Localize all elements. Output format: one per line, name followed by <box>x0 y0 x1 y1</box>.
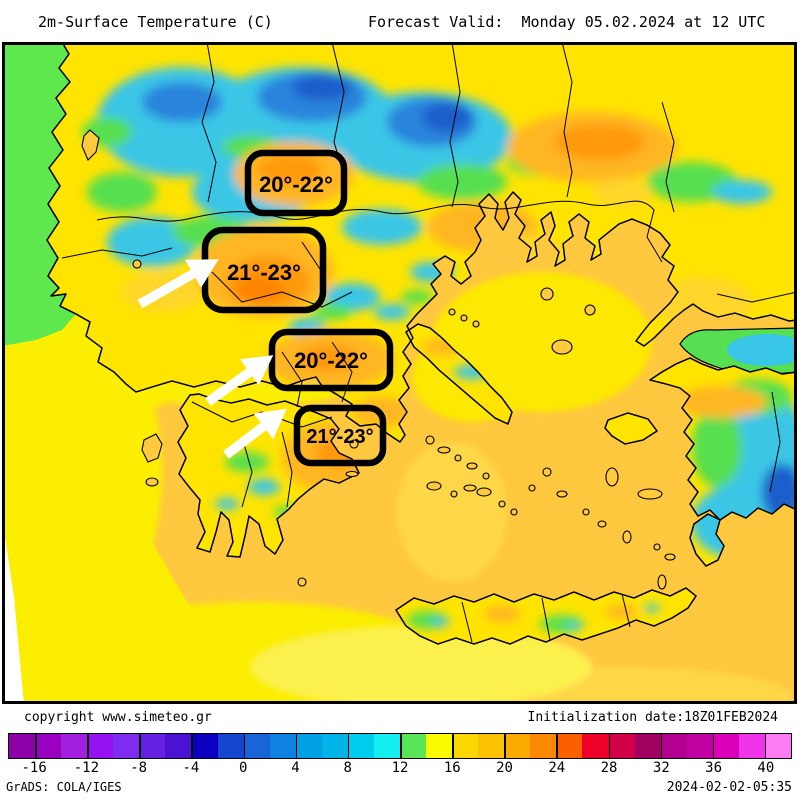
colorbar-segment <box>139 734 166 758</box>
colorbar-divider <box>608 734 611 758</box>
flow-arrow-icon-2 <box>205 355 274 406</box>
map-frame <box>2 42 797 704</box>
page-title: 2m-Surface Temperature (C) <box>38 13 273 31</box>
colorbar-tick-label: 0 <box>238 760 248 776</box>
colorbar-segment <box>347 734 374 758</box>
colorbar-segment <box>764 734 791 758</box>
colorbar-divider <box>243 734 246 758</box>
colorbar-divider <box>660 734 663 758</box>
colorbar-segment <box>243 734 270 758</box>
colorbar-segment <box>426 734 453 758</box>
temperature-annotations: 20°-22° 21°-23° 20°-22° 21°-23° <box>201 149 394 467</box>
colorbar-segment <box>269 734 296 758</box>
colorbar-segment <box>113 734 140 758</box>
temperature-map-canvas: 20°-22° 21°-23° 20°-22° 21°-23° <box>0 41 798 727</box>
colorbar-tick-label: -4 <box>182 760 200 776</box>
annotation-box-4 <box>293 404 387 467</box>
country-borders <box>61 41 798 643</box>
colorbar-tick-label: 40 <box>757 760 775 776</box>
colorbar-segment <box>634 734 661 758</box>
colorbar-tick-label: 36 <box>705 760 723 776</box>
colorbar-divider <box>191 734 193 758</box>
colorbar-segment <box>686 734 713 758</box>
colorbar-segment <box>452 734 479 758</box>
colorbar-segment <box>712 734 739 758</box>
initialization-date: Initialization date:18Z01FEB2024 <box>527 710 778 725</box>
copyright-text: copyright www.simeteo.gr <box>24 710 212 725</box>
colorbar-tick-label: -16 <box>21 760 47 776</box>
colorbar-divider <box>764 734 767 758</box>
colorbar-divider <box>347 734 350 758</box>
colorbar-tick-label: 8 <box>343 760 352 776</box>
annotation-label-3: 20°-22° <box>294 348 368 373</box>
generation-timestamp: 2024-02-02-05:35 <box>666 780 792 795</box>
annotation-label-2: 21°-23° <box>227 260 301 285</box>
colorbar-segment <box>87 734 114 758</box>
adriatic-sea-region <box>2 42 76 346</box>
colorbar-tick-label: -8 <box>130 760 148 776</box>
colorbar-segment <box>35 734 62 758</box>
colorbar-tick-label: 20 <box>496 760 513 776</box>
colorbar-tick-label: 28 <box>600 760 618 776</box>
colorbar-segment <box>217 734 244 758</box>
colorbar-ticks: -16 -12 -8 -4 0 4 8 12 16 20 24 28 32 36 40 <box>8 760 792 778</box>
colorbar-segment <box>530 734 557 758</box>
colorbar-segment <box>321 734 348 758</box>
colorbar-tick-label: 16 <box>443 760 461 776</box>
colorbar-segment <box>582 734 609 758</box>
colorbar-segment <box>295 734 322 758</box>
colorbar-tick-label: 24 <box>548 760 566 776</box>
flow-arrow-icon-3 <box>223 408 287 459</box>
colorbar-segment <box>478 734 505 758</box>
colorbar-tick-label: 12 <box>391 760 409 776</box>
colorbar-segment <box>191 734 218 758</box>
grads-credit: GrADS: COLA/IGES <box>6 780 122 794</box>
colorbar-segment <box>399 734 426 758</box>
colorbar-divider <box>712 734 715 758</box>
colorbar-segment <box>504 734 531 758</box>
colorbar-divider <box>139 734 141 758</box>
colorbar-tick-label: 32 <box>652 760 670 776</box>
colorbar-segment <box>556 734 583 758</box>
colorbar-segment <box>61 734 88 758</box>
colorbar-segment <box>165 734 192 758</box>
terrain-temperature-patches <box>82 67 797 633</box>
colorbar-tick-label: -12 <box>73 760 100 776</box>
colorbar-segment <box>9 734 36 758</box>
colorbar-segment <box>738 734 765 758</box>
colorbar-divider <box>556 734 558 758</box>
colorbar <box>8 733 792 759</box>
colorbar-divider <box>87 734 89 758</box>
flow-arrow-icon-1 <box>137 259 219 309</box>
colorbar-segment <box>608 734 635 758</box>
colorbar-segment <box>373 734 400 758</box>
colorbar-divider <box>504 734 506 758</box>
map-domain-edge <box>2 517 24 704</box>
sea-of-marmara-region <box>679 327 798 375</box>
annotation-label-1: 20°-22° <box>259 172 333 197</box>
colorbar-divider <box>452 734 454 758</box>
greece-temperature-map: 20°-22° 21°-23° 20°-22° 21°-23° <box>0 41 798 727</box>
wind-flow-arrows <box>137 259 287 459</box>
colorbar-segment <box>660 734 687 758</box>
colorbar-tick-label: 4 <box>291 760 300 776</box>
forecast-valid-label: Forecast Valid: Monday 05.02.2024 at 12 … <box>368 13 766 31</box>
island-group <box>81 129 676 590</box>
colorbar-divider <box>295 734 298 758</box>
colorbar-divider <box>400 734 402 758</box>
colorbar-divider <box>35 734 37 758</box>
annotation-box-1 <box>244 149 348 217</box>
annotation-label-4: 21°-23° <box>306 426 373 448</box>
